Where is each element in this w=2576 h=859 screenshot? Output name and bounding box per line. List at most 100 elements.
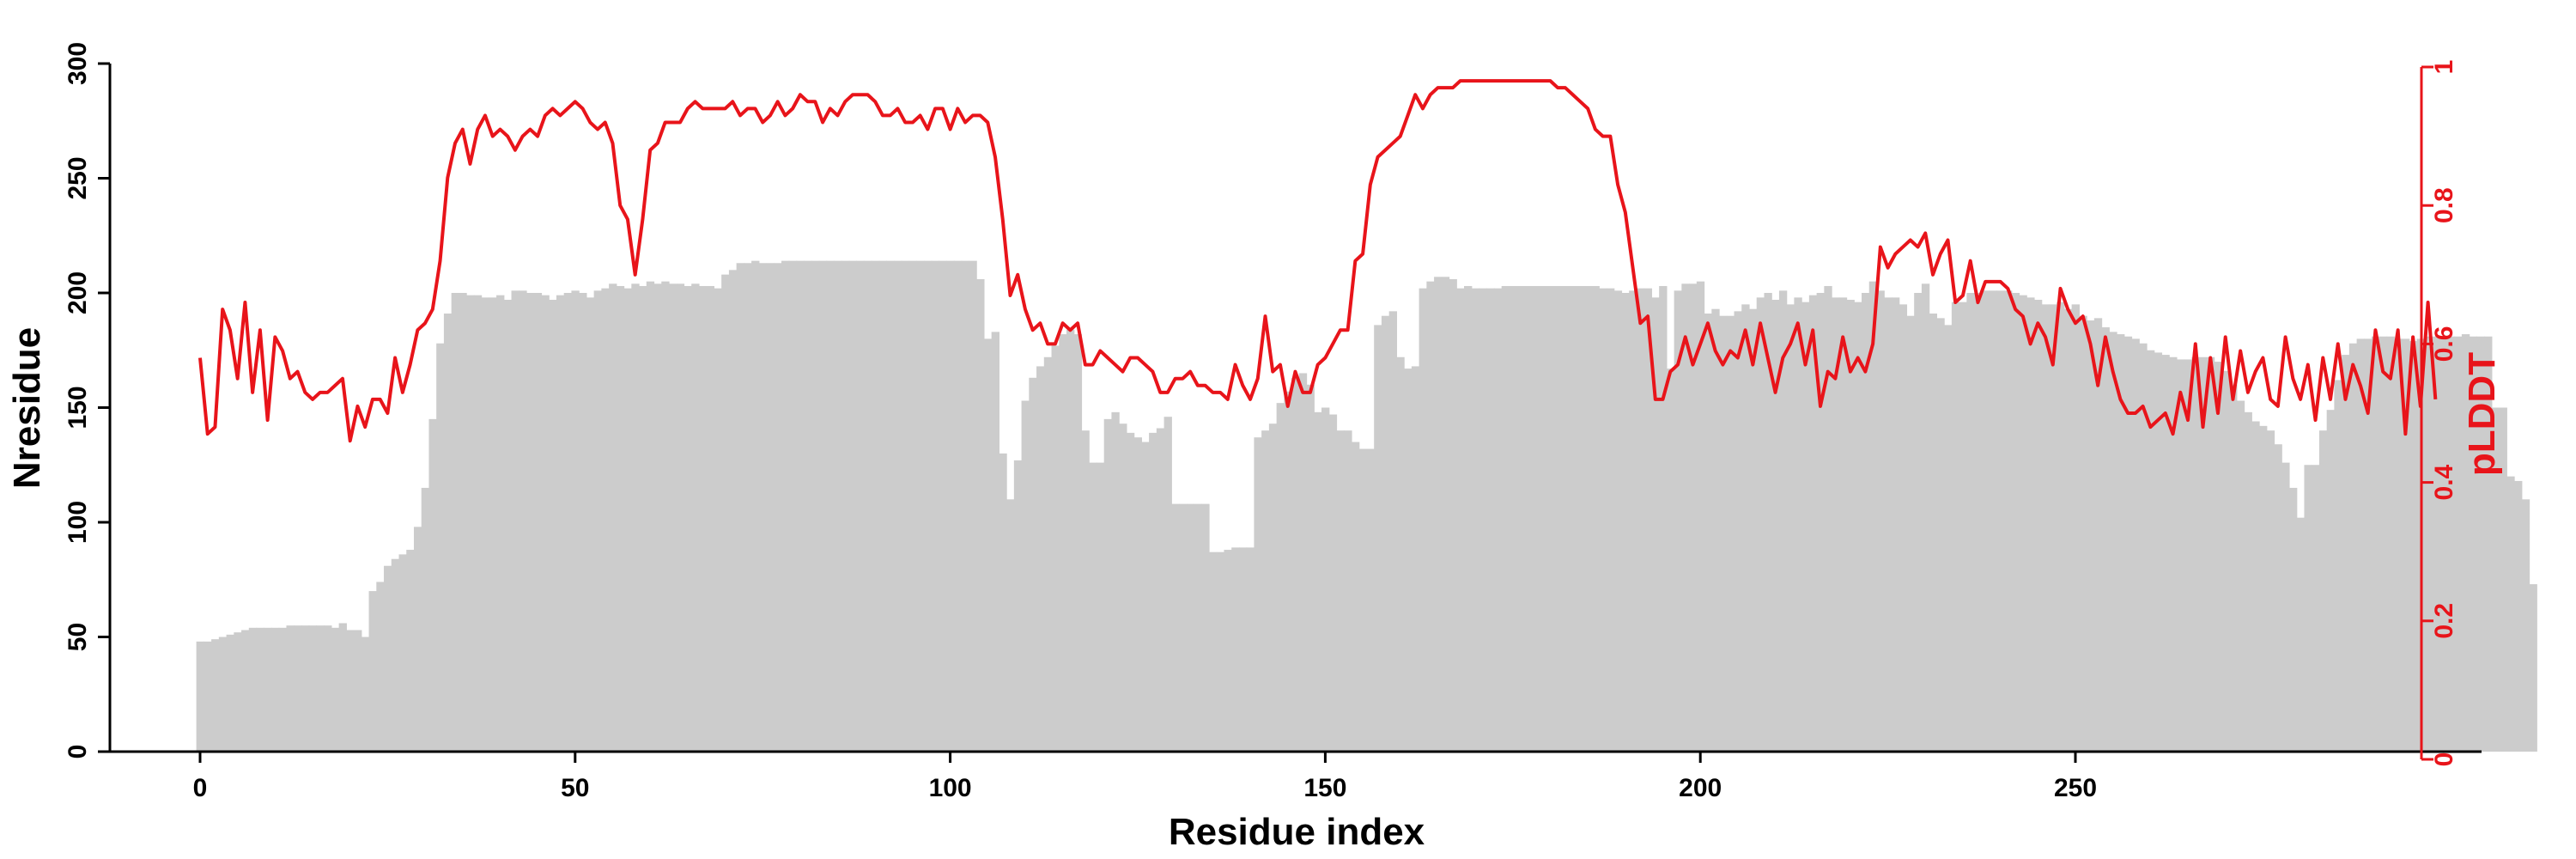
nresidue-bar — [1284, 391, 1292, 752]
nresidue-bar — [2469, 336, 2477, 752]
nresidue-bar — [1231, 547, 1240, 752]
nresidue-bar — [2154, 352, 2163, 752]
nresidue-bar — [2063, 308, 2073, 752]
nresidue-bar — [2071, 304, 2080, 752]
nresidue-bar — [2221, 370, 2230, 752]
nresidue-bar — [2011, 293, 2020, 752]
nresidue-bar — [2033, 300, 2043, 752]
y-axis-title: Nresidue — [6, 327, 48, 489]
nresidue-bar — [706, 285, 715, 752]
nresidue-bar — [436, 343, 445, 752]
nresidue-bar — [218, 637, 228, 752]
nresidue-bar — [894, 260, 902, 752]
nresidue-bar — [1066, 329, 1075, 752]
nresidue-bar — [1666, 369, 1675, 752]
nresidue-bar — [1298, 373, 1308, 752]
nresidue-bar — [466, 295, 475, 752]
nresidue-bar — [384, 565, 392, 752]
nresidue-bar — [1659, 285, 1668, 752]
nresidue-bar — [774, 263, 782, 752]
nresidue-bar — [270, 627, 280, 752]
nresidue-bar — [2259, 425, 2268, 752]
nresidue-bar — [2356, 338, 2365, 752]
nresidue-bar — [1501, 285, 1510, 752]
nresidue-bar — [646, 281, 655, 752]
y2-tick-label: 0.4 — [2430, 464, 2458, 500]
nresidue-bar — [2409, 341, 2418, 752]
nresidue-bar — [1989, 290, 1997, 752]
nresidue-bar — [2049, 304, 2057, 752]
nresidue-bar — [1929, 314, 1937, 752]
nresidue-bar — [264, 627, 272, 752]
nresidue-bar — [1411, 366, 1420, 752]
nresidue-bar — [1224, 550, 1232, 752]
nresidue-bar — [1854, 302, 1862, 752]
nresidue-bar — [294, 625, 302, 752]
nresidue-bar — [2439, 336, 2448, 752]
nresidue-bar — [413, 527, 422, 752]
nresidue-bar — [1133, 437, 1142, 752]
nresidue-bar — [338, 623, 347, 752]
nresidue-bar — [714, 288, 722, 752]
nresidue-bar — [631, 283, 640, 752]
nresidue-bar — [976, 278, 985, 752]
nresidue-bar — [2288, 487, 2298, 752]
nresidue-bar — [586, 297, 595, 752]
nresidue-bar — [2312, 465, 2320, 752]
nresidue-bar — [549, 300, 557, 752]
nresidue-bar — [1306, 384, 1315, 752]
nresidue-bar — [248, 627, 258, 752]
nresidue-bar — [503, 300, 513, 752]
nresidue-bar — [1838, 297, 1848, 752]
x-axis-title: Residue index — [1169, 811, 1425, 853]
nresidue-bar — [571, 290, 580, 752]
nresidue-bar — [1344, 430, 1352, 752]
nresidue-bar — [226, 634, 234, 752]
nresidue-bar — [1704, 314, 1712, 752]
nresidue-bar — [1862, 293, 1870, 752]
nresidue-bar — [1996, 290, 2005, 752]
nresidue-bar — [376, 582, 385, 752]
nresidue-bar — [2431, 336, 2440, 752]
nresidue-bar — [691, 283, 700, 752]
nresidue-bar — [2506, 476, 2515, 752]
nresidue-bar — [623, 288, 632, 752]
nresidue-bar — [2251, 421, 2260, 752]
plddt-line — [198, 79, 2438, 443]
nresidue-bar — [1786, 304, 1795, 752]
nresidue-bar — [736, 263, 744, 752]
nresidue-bar — [721, 274, 730, 752]
nresidue-bar — [758, 263, 768, 752]
nresidue-bar — [788, 260, 798, 752]
nresidue-bar — [1186, 503, 1195, 752]
y-ticks: 0 50 100 150 200 250 300 — [64, 42, 110, 758]
x-tick-label: 150 — [1303, 774, 1346, 802]
nresidue-bar — [556, 295, 565, 752]
nresidue-bar — [1756, 297, 1765, 752]
nresidue-bar — [2304, 465, 2312, 752]
nresidue-bar — [331, 627, 340, 752]
nresidue-bar — [533, 293, 543, 752]
nresidue-bar — [826, 260, 835, 752]
nresidue-bar — [2139, 343, 2148, 752]
x-ticks: 0 50 100 150 200 250 — [193, 752, 2097, 802]
nresidue-bar — [1607, 288, 1615, 752]
nresidue-bar — [2281, 462, 2290, 752]
nresidue-bar — [1846, 300, 1855, 752]
nresidue-bar — [346, 630, 355, 752]
nresidue-bar — [916, 260, 925, 752]
nresidue-bar — [2326, 410, 2335, 752]
nresidue-bar — [1643, 288, 1653, 752]
nresidue-bar — [1734, 311, 1742, 752]
nresidue-bar — [1899, 304, 1908, 752]
nresidue-bar — [1126, 432, 1135, 752]
nresidue-bar — [428, 418, 437, 752]
nresidue-bar — [1103, 418, 1113, 752]
nresidue-bar — [1441, 277, 1450, 752]
nresidue-bar — [2131, 338, 2140, 752]
nresidue-bar — [1179, 503, 1188, 752]
nresidue-bar — [1096, 462, 1105, 752]
nresidue-bar — [1374, 325, 1382, 752]
nresidue-bar — [286, 625, 295, 752]
